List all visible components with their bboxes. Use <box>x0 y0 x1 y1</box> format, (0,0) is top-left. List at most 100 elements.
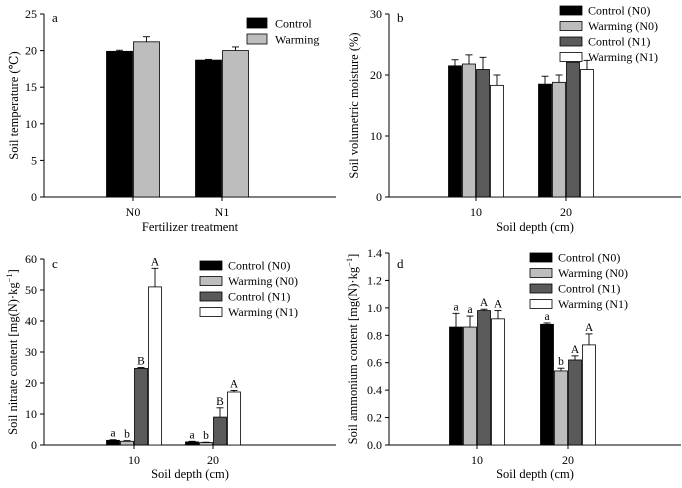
panel-0-letter: a <box>52 10 58 25</box>
panel-1-y-tick-label-3: 30 <box>370 7 382 21</box>
panel-3-x-tick-label-0: 10 <box>471 453 483 467</box>
panel-2-sig-letter-3-1: A <box>230 378 239 390</box>
panel-3-bar-3-0 <box>491 318 505 446</box>
panel-2-bar-1-0 <box>120 440 134 446</box>
panel-2-y-tick-label-0: 0 <box>31 438 37 452</box>
panel-2-sig-letter-2-1: B <box>216 396 224 408</box>
panel-3-bar-3-1 <box>582 344 596 446</box>
panel-1-legend-label-2: Control (N1) <box>588 35 650 49</box>
panel-2-x-tick-label-1: 20 <box>207 453 219 467</box>
panel-2-sig-letter-3-0: A <box>151 256 160 268</box>
panel-3-legend-label-1: Warming (N0) <box>558 266 628 280</box>
panel-1-x-axis-label: Soil depth (cm) <box>496 220 574 234</box>
panel-0-y-tick-label-2: 10 <box>25 117 37 131</box>
panel-1-x-tick-label-0: 10 <box>470 205 482 219</box>
panel-3-bar-0-1 <box>540 323 554 446</box>
panel-0-x-axis-label: Fertilizer treatment <box>142 220 239 234</box>
panel-2-sig-letter-0-1: a <box>189 429 194 441</box>
panel-3-y-tick-label-3: 0.6 <box>367 356 382 370</box>
panel-2-bar-1-1 <box>199 442 213 446</box>
panel-2-legend-swatch-2 <box>199 291 223 302</box>
panel-3-y-tick-label-2: 0.4 <box>367 383 382 397</box>
panel-2-x-tick-label-0: 10 <box>128 453 140 467</box>
panel-0-y-tick-label-4: 20 <box>25 44 37 58</box>
panel-2-sig-letter-1-0: b <box>124 429 130 441</box>
panel-0-legend-label-0: Control <box>275 17 312 31</box>
panel-3-bar-0-0 <box>449 326 463 446</box>
panel-2-legend-swatch-1 <box>199 276 223 286</box>
panel-3-sig-letter-3-1: A <box>585 322 594 334</box>
panel-0-y-tick-label-1: 5 <box>31 153 37 167</box>
panel-2-bar-3-1 <box>227 391 241 446</box>
panel-0-legend: Control Warming <box>246 17 319 47</box>
panel-1-y-tick-label-2: 20 <box>370 68 382 82</box>
panel-1-bar-0-0 <box>448 65 462 198</box>
panel-3-legend-label-3: Warming (N1) <box>558 297 628 311</box>
panel-2-legend-label-2: Control (N1) <box>228 290 290 304</box>
panel-2-legend-swatch-3 <box>199 307 223 317</box>
panel-0-x-tick-label-0: N0 <box>126 205 141 219</box>
panel-3-legend-swatch-0 <box>529 252 553 263</box>
panel-3-y-tick-label-0: 0.0 <box>367 438 382 452</box>
panel-3-legend-label-0: Control (N0) <box>558 251 620 265</box>
panel-2-sig-letter-2-0: B <box>137 356 145 368</box>
panel-1-letter: b <box>397 10 404 25</box>
panel-2-y-tick-label-3: 30 <box>25 345 37 359</box>
panel-1-y-tick-label-1: 10 <box>370 129 382 143</box>
panel-3-letter: d <box>397 256 404 271</box>
panel-3-x-tick-label-1: 20 <box>562 453 574 467</box>
panel-2-bar-3-0 <box>148 286 162 446</box>
panel-1-bar-1-0 <box>462 63 476 198</box>
panel-3-y-tick-label-4: 0.8 <box>367 328 382 342</box>
panel-3-legend-label-2: Control (N1) <box>558 282 620 296</box>
panel-1-legend-label-0: Control (N0) <box>588 4 650 18</box>
panel-1-bar-2-0 <box>476 69 490 198</box>
panel-0-y-tick-label-0: 0 <box>31 190 37 204</box>
panel-0-y-tick-label-5: 25 <box>25 7 37 21</box>
panel-3-x-axis-label: Soil depth (cm) <box>496 467 574 481</box>
panel-0-y-axis-label: Soil temperature (℃) <box>7 51 21 159</box>
panel-0-legend-swatch-1 <box>246 33 268 45</box>
panel-0-bar-1-0 <box>133 41 160 198</box>
panel-3-sig-letter-2-1: A <box>571 344 580 356</box>
panel-2-legend-swatch-0 <box>199 260 223 271</box>
panel-1-legend-label-1: Warming (N0) <box>588 19 658 33</box>
panel-1-bar-1-1 <box>552 81 566 198</box>
panel-1-bar-0-1 <box>538 83 552 198</box>
panel-0-y-tick-label-3: 15 <box>25 80 37 94</box>
panel-1-y-axis-label: Soil volumetric moisture (%) <box>347 32 361 178</box>
panel-1-bar-3-1 <box>580 69 594 198</box>
panel-0-bar-0-0 <box>106 50 133 198</box>
panel-3-bar-2-1 <box>568 359 582 446</box>
panel-2-legend: Control (N0)Warming (N0) Control (N1)Warm… <box>199 259 298 319</box>
panel-3-y-axis-label: Soil ammonium content [mg(N)·kg−1] <box>344 254 360 445</box>
panel-3-legend-swatch-1 <box>529 268 553 278</box>
panel-2-bar-0-1 <box>185 441 199 446</box>
panel-1-x-tick-label-1: 20 <box>560 205 572 219</box>
panel-3-legend: Control (N0)Warming (N0) Control (N1)Warm… <box>529 251 628 311</box>
panel-3-sig-letter-1-0: a <box>467 304 472 316</box>
panel-2-bar-0-0 <box>106 439 120 446</box>
panel-2-bar-2-1 <box>213 416 227 446</box>
panel-1-bar-3-0 <box>490 84 504 198</box>
panel-1-legend: Control (N0)Warming (N0) Control (N1)Warm… <box>559 4 658 64</box>
panel-3-y-tick-label-6: 1.2 <box>367 273 382 287</box>
panel-3-legend-swatch-3 <box>529 299 553 309</box>
panel-3-y-tick-label-7: 1.4 <box>367 246 382 260</box>
panel-2-y-tick-label-4: 40 <box>25 314 37 328</box>
panel-1-legend-label-3: Warming (N1) <box>588 50 658 64</box>
panel-0-x-tick-label-1: N1 <box>215 205 230 219</box>
panel-1-legend-swatch-2 <box>559 36 583 47</box>
panel-0-bar-1-1 <box>222 50 249 198</box>
panel-2-y-tick-label-5: 50 <box>25 283 37 297</box>
panel-2-bar-2-0 <box>134 368 148 446</box>
panel-2-y-tick-label-2: 20 <box>25 376 37 390</box>
panel-2-legend-label-3: Warming (N1) <box>228 305 298 319</box>
panel-0-bar-0-1 <box>195 59 222 198</box>
panel-2-sig-letter-1-1: b <box>203 430 209 442</box>
